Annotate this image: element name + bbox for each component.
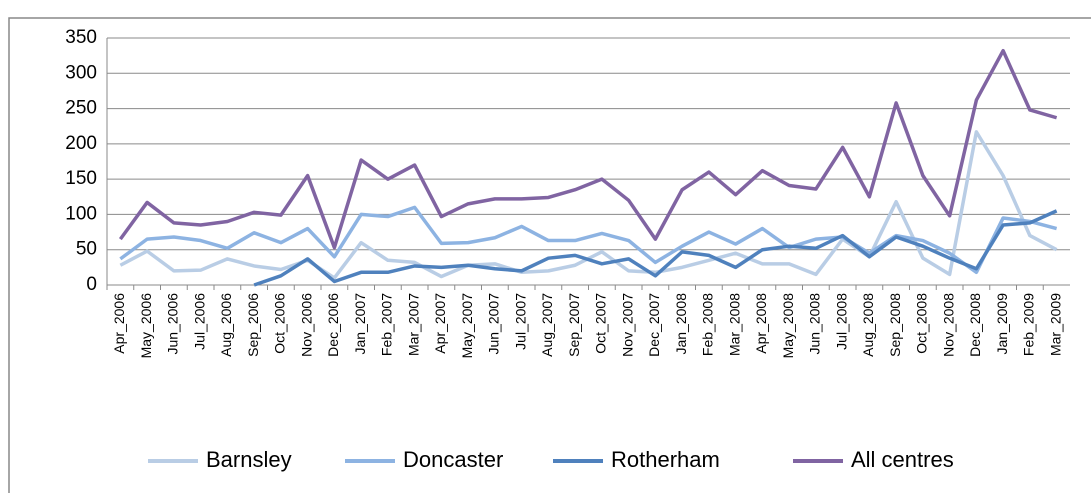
x-tick-label: Oct_2008	[914, 293, 930, 354]
legend-label: Rotherham	[611, 447, 720, 472]
series-line	[118, 48, 1058, 250]
x-tick-label: May_2006	[138, 293, 154, 359]
x-tick-label: Mar_2007	[405, 293, 421, 356]
x-tick-label: Mar_2008	[726, 293, 742, 356]
x-tick-label: Jul_2008	[833, 293, 849, 350]
y-tick-label: 100	[65, 203, 97, 224]
x-tick-label: Sep_2008	[887, 293, 903, 357]
series-line	[253, 209, 1058, 287]
x-tick-label: Dec_2006	[325, 293, 341, 357]
x-tick-label: Apr_2008	[753, 293, 769, 354]
y-tick-label: 350	[65, 27, 97, 48]
x-tick-label: Feb_2008	[700, 293, 716, 356]
legend-label: Barnsley	[206, 447, 292, 472]
x-tick-label: Jul_2006	[191, 293, 207, 350]
x-tick-label: Jun_2008	[807, 293, 823, 355]
y-tick-label: 200	[65, 133, 97, 154]
x-tick-label: May_2007	[459, 293, 475, 359]
x-tick-label: Aug_2008	[860, 293, 876, 357]
y-tick-label: 300	[65, 62, 97, 83]
x-tick-label: Apr_2006	[111, 293, 127, 354]
x-tick-label: Aug_2007	[539, 293, 555, 357]
x-tick-label: Feb_2007	[379, 293, 395, 356]
x-tick-label: Oct_2007	[593, 293, 609, 354]
legend-label: Doncaster	[403, 447, 503, 472]
x-tick-label: Sep_2007	[566, 293, 582, 357]
x-tick-label: Jul_2007	[512, 293, 528, 350]
x-tick-label: May_2008	[780, 293, 796, 359]
x-tick-label: Sep_2006	[245, 293, 261, 357]
x-tick-label: Aug_2006	[218, 293, 234, 357]
x-tick-label: Jan_2008	[673, 293, 689, 355]
x-tick-label: Nov_2008	[940, 293, 956, 357]
y-tick-label: 0	[86, 274, 97, 295]
x-tick-label: Nov_2006	[298, 293, 314, 357]
x-tick-label: Jun_2006	[165, 293, 181, 355]
x-tick-label: Oct_2006	[272, 293, 288, 354]
y-tick-label: 250	[65, 98, 97, 119]
chart-frame	[8, 17, 1091, 493]
x-tick-label: Dec_2008	[967, 293, 983, 357]
x-tick-label: Jan_2007	[352, 293, 368, 355]
x-tick-label: Apr_2007	[432, 293, 448, 354]
legend-label: All centres	[851, 447, 954, 472]
series-line	[119, 205, 1058, 275]
x-tick-label: Mar_2009	[1047, 293, 1063, 356]
y-tick-label: 150	[65, 168, 97, 189]
x-tick-label: Dec_2007	[646, 293, 662, 357]
x-tick-label: Nov_2007	[619, 293, 635, 357]
x-tick-label: Feb_2009	[1021, 293, 1037, 356]
x-tick-label: Jan_2009	[994, 293, 1010, 355]
y-tick-label: 50	[76, 239, 97, 260]
x-tick-label: Jun_2007	[486, 293, 502, 355]
